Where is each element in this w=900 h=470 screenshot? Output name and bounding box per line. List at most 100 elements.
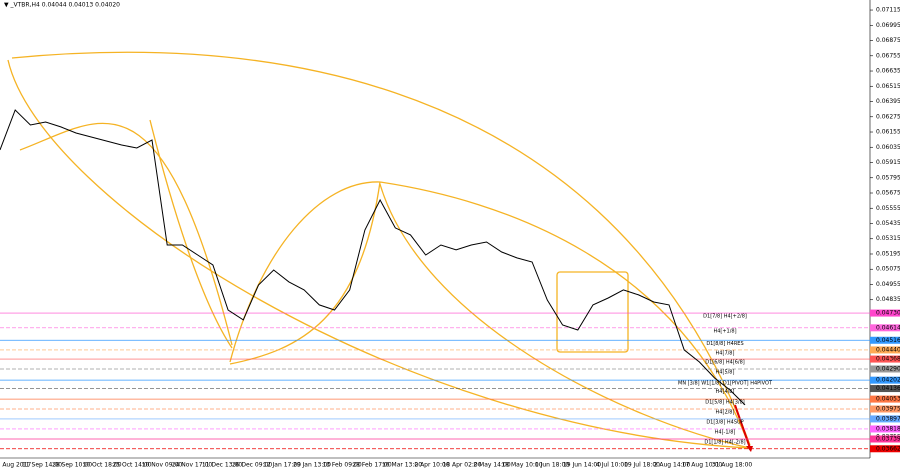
x-tick-label: 10 Oct 18:00	[82, 462, 121, 469]
arc	[7, 59, 751, 449]
x-tick-label: 11 Dec 13:00	[202, 462, 243, 469]
y-tick-label: 0.06635	[876, 68, 900, 75]
y-tick-label: 0.05435	[876, 220, 900, 227]
y-tick-label: 0.07115	[876, 7, 900, 14]
price-box	[870, 415, 900, 423]
price-box	[870, 355, 900, 363]
level-label: D1[1/8] H4[-2/8]	[704, 439, 745, 445]
x-tick-label: 10 Nov 09:00	[142, 462, 183, 469]
x-tick-label: 24 Nov 17:00	[172, 462, 213, 469]
arc	[229, 181, 381, 365]
level-label: H4[+1/8]	[713, 328, 736, 334]
price-box-label: 0.03818	[876, 425, 900, 432]
x-tick-label: 19 Jul 18:00	[624, 462, 660, 469]
price-box	[870, 376, 900, 384]
chart-title: ▼ _VTBR,H4 0.04044 0.04013 0.04020	[4, 2, 120, 9]
level-label: H4[7/8]	[716, 350, 735, 356]
level-label: D1[3/8] H4SUP	[706, 419, 743, 425]
price-box	[870, 445, 900, 453]
y-tick-label: 0.05195	[876, 250, 900, 257]
x-tick-label: 28 Feb 17:00	[352, 462, 392, 469]
price-box	[870, 309, 900, 317]
y-tick-label: 0.06515	[876, 83, 900, 90]
y-tick-label: 0.05795	[876, 174, 900, 181]
y-tick-label: 0.06995	[876, 22, 900, 29]
y-tick-label: 0.05915	[876, 159, 900, 166]
y-tick-label: 0.05315	[876, 235, 900, 242]
x-tick-label: 2 Apr 10:00	[414, 462, 449, 469]
x-tick-label: 31 Aug 18:00	[712, 462, 753, 469]
x-tick-label: 26 Dec 09:00	[232, 462, 273, 469]
price-box	[870, 435, 900, 443]
price-box	[870, 395, 900, 403]
y-tick-label: 0.06275	[876, 113, 900, 120]
arc	[229, 181, 381, 363]
price-box-label: 0.04614	[876, 324, 900, 331]
arc	[379, 181, 751, 449]
price-box-label: 0.03662	[876, 445, 900, 452]
arrow-head	[746, 446, 753, 452]
price-box	[870, 425, 900, 433]
level-label: D1[6/8] H4[6/8]	[705, 360, 745, 366]
price-box-label: 0.03897	[876, 415, 900, 422]
y-tick-label: 0.06875	[876, 37, 900, 44]
price-box	[870, 385, 900, 393]
x-tick-label: 25 Oct 14:00	[112, 462, 151, 469]
analysis-shapes	[7, 51, 751, 449]
price-box	[870, 324, 900, 332]
x-tick-label: 18 May 10:00	[501, 462, 542, 469]
level-label: H4[-1/8]	[715, 429, 736, 435]
x-tick-label: 4 Jul 10:00	[596, 462, 628, 469]
price-box	[870, 346, 900, 354]
y-tick-label: 0.06155	[876, 129, 900, 136]
price-box-label: 0.04368	[876, 356, 900, 363]
y-tick-label: 0.05555	[876, 205, 900, 212]
x-tick-label: 2 Aug 14:00	[654, 462, 691, 469]
arc	[379, 183, 751, 449]
x-tick-label: 19 Jun 14:00	[563, 462, 601, 469]
price-box-label: 0.04053	[876, 396, 900, 403]
price-box-label: 0.04440	[876, 346, 900, 353]
price-box-label: 0.04290	[876, 365, 900, 372]
range-box	[556, 271, 629, 353]
level-label: MN [3/8] W1[1/8] D1[PIVOT] H4PIVOT	[678, 381, 773, 387]
level-label: H4[5/8]	[716, 369, 735, 375]
x-tick-label: 11 Sep 14:00	[22, 462, 62, 469]
x-tick-label: 25 Aug 2017	[0, 462, 31, 469]
price-box-label: 0.04516	[876, 337, 900, 344]
x-tick-label: 18 Apr 02:00	[442, 462, 481, 469]
y-tick-label: 0.06035	[876, 144, 900, 151]
price-box	[870, 365, 900, 373]
price-line	[0, 109, 746, 406]
x-tick-label: 12 Jan 17:00	[263, 462, 301, 469]
trend-arrow	[734, 404, 751, 449]
y-tick-label: 0.05675	[876, 190, 900, 197]
arc	[11, 51, 751, 446]
x-tick-label: 1 Jun 18:00	[535, 462, 569, 469]
y-tick-label: 0.05075	[876, 266, 900, 273]
price-box-label: 0.04136	[876, 385, 900, 392]
price-box-label: 0.04730	[876, 310, 900, 317]
x-tick-label: 28 Sep 10:00	[52, 462, 92, 469]
x-tick-label: 17 Aug 10:00	[682, 462, 723, 469]
x-tick-label: 13 Feb 09:00	[322, 462, 362, 469]
price-box	[870, 336, 900, 344]
level-label: D1[7/8] H4[+2/8]	[703, 314, 747, 320]
price-box-label: 0.04202	[876, 377, 900, 384]
level-label: H4[4/8]	[716, 389, 735, 395]
price-box-label: 0.03739	[876, 435, 900, 442]
y-tick-label: 0.06395	[876, 98, 900, 105]
level-label: H4[2/8]	[716, 410, 735, 416]
level-label: D1[8/8] H4RES	[706, 341, 743, 347]
level-label: D1[5/8] H4[3/8]	[705, 400, 745, 406]
y-tick-label: 0.04835	[876, 296, 900, 303]
arc	[19, 122, 233, 346]
price-box	[870, 405, 900, 413]
x-tick-label: 29 Jan 13:00	[293, 462, 331, 469]
arc	[149, 119, 233, 349]
price-box-label: 0.03975	[876, 406, 900, 413]
x-tick-label: 2 May 14:00	[473, 462, 511, 469]
x-tick-label: 16 Mar 13:00	[382, 462, 422, 469]
y-tick-label: 0.06755	[876, 52, 900, 59]
